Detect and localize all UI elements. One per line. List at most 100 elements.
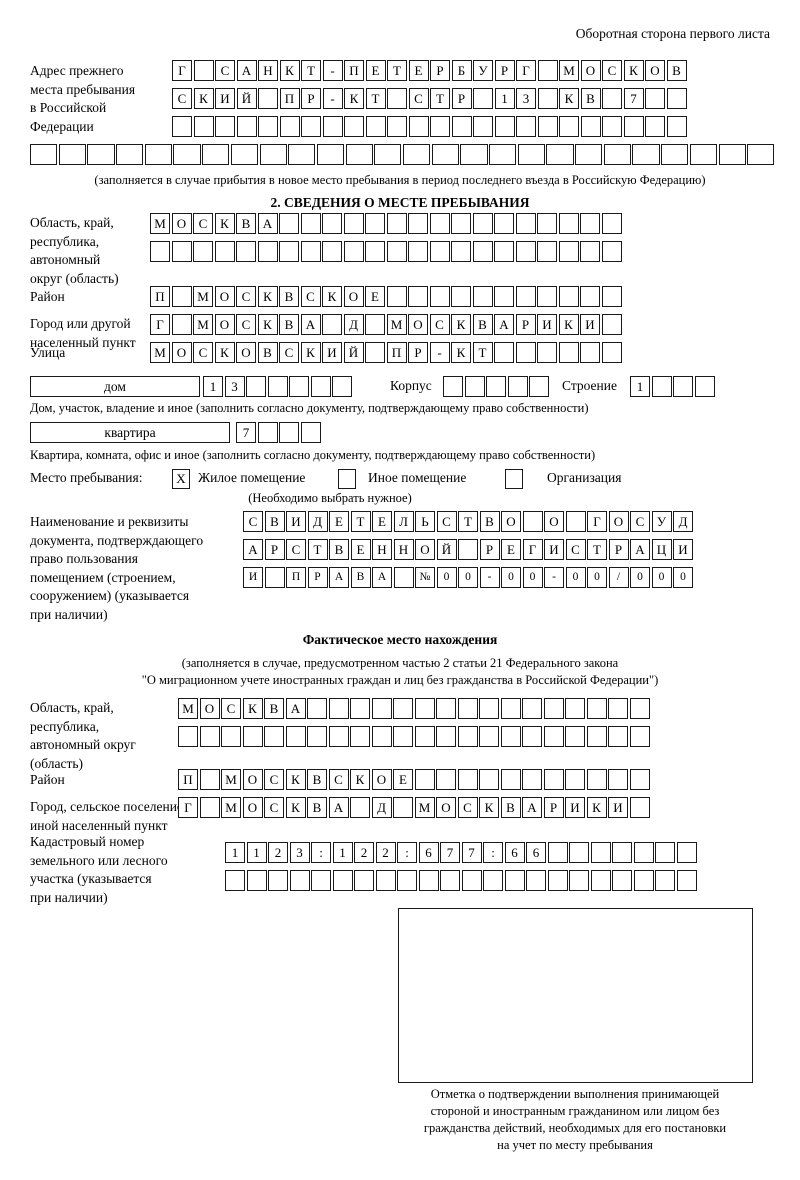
char-cell[interactable]: К [344, 88, 364, 109]
char-cell[interactable] [301, 116, 321, 137]
char-cell[interactable] [307, 698, 327, 719]
char-cell[interactable]: О [501, 511, 521, 532]
char-cell[interactable] [300, 213, 321, 234]
char-cell[interactable] [451, 116, 472, 137]
char-cell[interactable]: Т [387, 60, 407, 81]
char-cell[interactable] [689, 144, 717, 165]
char-cell[interactable] [580, 342, 600, 363]
char-cell[interactable] [543, 769, 564, 790]
char-cell[interactable] [257, 422, 278, 443]
char-cell[interactable] [393, 567, 414, 588]
char-cell[interactable]: М [559, 60, 579, 81]
char-cell[interactable] [500, 769, 521, 790]
char-cell[interactable] [300, 422, 321, 443]
char-cell[interactable] [633, 870, 654, 891]
char-cell[interactable]: 0 [436, 567, 457, 588]
char-cell[interactable]: Д [343, 314, 364, 335]
char-cell[interactable] [258, 88, 278, 109]
char-cell[interactable] [608, 726, 628, 747]
char-cell[interactable]: В [472, 314, 493, 335]
char-cell[interactable]: В [279, 286, 299, 307]
char-cell[interactable]: Г [178, 797, 198, 818]
char-cell[interactable] [559, 116, 579, 137]
char-cell[interactable]: К [257, 314, 278, 335]
char-cell[interactable] [332, 376, 352, 397]
char-cell[interactable]: С [215, 60, 235, 81]
char-cell[interactable] [193, 241, 213, 262]
char-cell[interactable] [507, 376, 528, 397]
char-cell[interactable] [537, 286, 557, 307]
char-cell[interactable]: Т [307, 539, 328, 560]
char-cell[interactable]: С [429, 314, 450, 335]
char-cell[interactable]: М [178, 698, 198, 719]
char-cell[interactable] [569, 842, 589, 863]
char-cell[interactable]: 0 [522, 567, 543, 588]
char-cell[interactable]: П [344, 60, 364, 81]
char-cell[interactable] [457, 698, 478, 719]
char-cell[interactable]: В [264, 698, 284, 719]
char-cell[interactable] [661, 144, 689, 165]
char-cell[interactable] [443, 376, 463, 397]
char-cell[interactable]: Р [515, 314, 536, 335]
char-cell[interactable]: М [221, 797, 241, 818]
char-cell[interactable] [328, 726, 349, 747]
korpus-row[interactable] [443, 376, 549, 397]
char-cell[interactable]: 1 [494, 88, 515, 109]
char-cell[interactable] [429, 213, 450, 234]
char-cell[interactable] [285, 726, 306, 747]
char-cell[interactable] [558, 213, 579, 234]
char-cell[interactable]: Д [307, 511, 328, 532]
char-cell[interactable]: К [193, 88, 214, 109]
char-cell[interactable] [230, 144, 258, 165]
char-cell[interactable] [558, 241, 579, 262]
char-cell[interactable] [236, 241, 256, 262]
char-cell[interactable]: Р [479, 539, 500, 560]
char-cell[interactable] [608, 698, 628, 719]
char-cell[interactable]: : [397, 842, 417, 863]
char-cell[interactable] [516, 116, 536, 137]
char-cell[interactable] [537, 116, 558, 137]
char-cell[interactable]: А [522, 797, 542, 818]
char-cell[interactable] [375, 870, 396, 891]
char-cell[interactable]: Г [150, 314, 170, 335]
char-cell[interactable]: - [429, 342, 450, 363]
char-cell[interactable]: Е [501, 539, 521, 560]
char-cell[interactable] [365, 213, 385, 234]
char-cell[interactable] [172, 116, 192, 137]
char-cell[interactable] [479, 769, 499, 790]
char-cell[interactable] [612, 842, 632, 863]
char-cell[interactable] [522, 769, 542, 790]
char-cell[interactable] [350, 726, 370, 747]
char-cell[interactable] [602, 116, 622, 137]
char-cell[interactable] [279, 422, 299, 443]
char-cell[interactable]: 1 [203, 376, 223, 397]
char-cell[interactable]: О [580, 60, 601, 81]
char-cell[interactable]: А [328, 797, 349, 818]
char-cell[interactable] [645, 116, 665, 137]
char-cell[interactable]: Т [587, 539, 607, 560]
char-cell[interactable]: И [243, 567, 263, 588]
char-cell[interactable]: С [193, 342, 213, 363]
char-cell[interactable] [515, 213, 536, 234]
char-cell[interactable] [500, 726, 521, 747]
char-cell[interactable] [666, 116, 687, 137]
char-cell[interactable] [259, 144, 287, 165]
char-cell[interactable] [310, 376, 331, 397]
char-cell[interactable]: С [264, 797, 284, 818]
char-cell[interactable] [289, 376, 309, 397]
char-cell[interactable]: К [285, 797, 306, 818]
char-cell[interactable] [193, 60, 214, 81]
char-cell[interactable] [526, 870, 546, 891]
char-cell[interactable]: К [242, 698, 263, 719]
char-cell[interactable]: О [214, 286, 235, 307]
char-cell[interactable]: А [285, 698, 306, 719]
char-cell[interactable]: П [286, 567, 306, 588]
char-cell[interactable]: 0 [587, 567, 607, 588]
char-cell[interactable] [633, 842, 654, 863]
